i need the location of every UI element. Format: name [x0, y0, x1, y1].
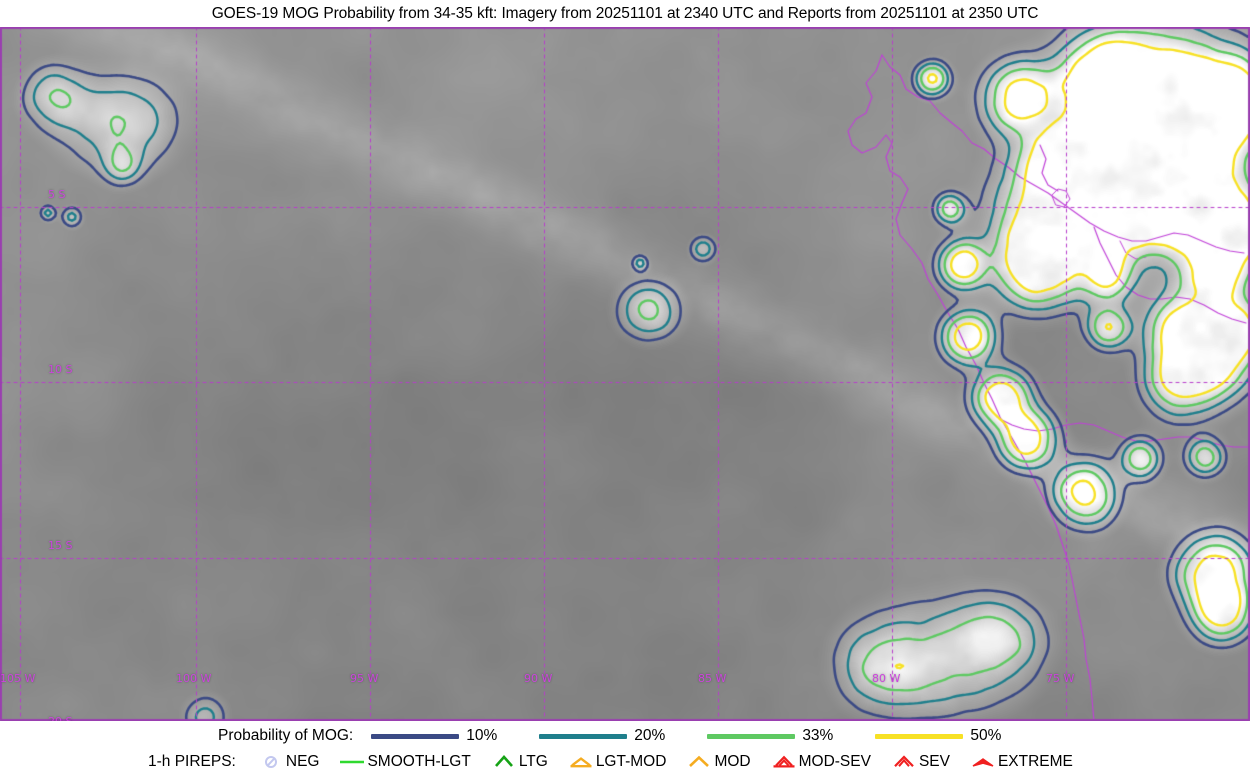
pirep-legend-label: EXTREME	[997, 753, 1073, 770]
lon-label-2: 95 W	[350, 672, 379, 685]
prob-legend-label: 33%	[802, 727, 834, 744]
lon-label-6: 75 W	[1046, 672, 1075, 685]
pirep-legend-item-smooth-lgt[interactable]: SMOOTH-LGT	[339, 753, 471, 771]
mod-caret-icon	[686, 753, 712, 771]
lat-label-2: 15 S	[48, 539, 73, 552]
pirep-legend-label: LTG	[518, 753, 548, 770]
pirep-legend-item-neg[interactable]: NEG	[258, 753, 320, 771]
lat-label-1: 10 S	[48, 363, 73, 376]
lat-label-0: 5 S	[48, 188, 66, 201]
pirep-legend-item-ltg[interactable]: LTG	[491, 753, 548, 771]
legend-panel: Probability of MOG: 10% 20% 33% 50% 1-h PIR…	[0, 721, 1250, 782]
prob-line-swatch-icon	[875, 733, 964, 739]
smooth-lgt-line-icon	[339, 753, 365, 771]
lon-label-0: 105 W	[0, 672, 36, 685]
neg-slashed-circle-icon	[258, 753, 284, 771]
mod-sev-triangle-base-icon	[771, 753, 797, 771]
sev-triangle-icon	[891, 753, 917, 771]
ltg-caret-icon	[491, 753, 517, 771]
probability-legend-row: Probability of MOG: 10% 20% 33% 50%	[0, 723, 1250, 749]
pirep-legend-item-extreme[interactable]: EXTREME	[970, 753, 1073, 771]
pireps-legend-items: NEG SMOOTH-LGT LTG LGT-MOD MOD MOD-SEV SEV EXTR…	[258, 753, 1093, 771]
lon-label-3: 90 W	[524, 672, 553, 685]
pireps-legend-row: 1-h PIREPS: NEG SMOOTH-LGT LTG LGT-MOD MOD MO…	[0, 749, 1250, 775]
prob-line-swatch-icon	[371, 733, 460, 739]
pirep-legend-label: MOD	[714, 753, 751, 770]
pirep-legend-label: NEG	[285, 753, 320, 770]
prob-legend-item-33pct[interactable]: 33%	[707, 727, 833, 745]
prob-legend-label: 10%	[466, 727, 498, 744]
prob-legend-item-20pct[interactable]: 20%	[539, 727, 665, 745]
lon-label-1: 100 W	[176, 672, 212, 685]
probability-legend-title: Probability of MOG:	[218, 727, 354, 744]
prob-legend-item-50pct[interactable]: 50%	[875, 727, 1001, 745]
lat-label-3: 20 S	[48, 715, 72, 721]
prob-line-swatch-icon	[539, 733, 628, 739]
pireps-legend-title: 1-h PIREPS:	[148, 753, 236, 770]
lon-label-4: 85 W	[698, 672, 727, 685]
prob-legend-label: 50%	[970, 727, 1002, 744]
extreme-filled-caret-icon	[970, 753, 996, 771]
pirep-legend-item-mod[interactable]: MOD	[686, 753, 751, 771]
pirep-legend-label: LGT-MOD	[595, 753, 667, 770]
pirep-legend-item-lgt-mod[interactable]: LGT-MOD	[568, 753, 667, 771]
probability-legend-items: 10% 20% 33% 50%	[371, 727, 1043, 745]
pirep-legend-item-sev[interactable]: SEV	[891, 753, 950, 771]
lon-label-5: 80 W	[872, 672, 901, 685]
satellite-imagery-canvas[interactable]	[0, 27, 1250, 721]
satellite-map[interactable]: 105 W 100 W 95 W 90 W 85 W 80 W 75 W 5 S 10 S 15…	[0, 27, 1250, 721]
pirep-legend-item-mod-sev[interactable]: MOD-SEV	[771, 753, 871, 771]
pirep-legend-label: SEV	[918, 753, 950, 770]
page-title: GOES-19 MOG Probability from 34-35 kft: …	[211, 4, 1039, 22]
prob-line-swatch-icon	[707, 733, 796, 739]
lgt-mod-caret-base-icon	[568, 753, 594, 771]
pirep-legend-label: MOD-SEV	[798, 753, 871, 770]
pirep-legend-label: SMOOTH-LGT	[367, 753, 471, 770]
prob-legend-item-10pct[interactable]: 10%	[371, 727, 497, 745]
prob-legend-label: 20%	[634, 727, 666, 744]
